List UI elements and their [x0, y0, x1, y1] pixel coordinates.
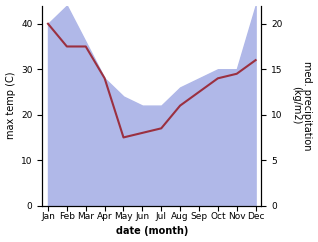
Y-axis label: max temp (C): max temp (C) — [5, 72, 16, 139]
X-axis label: date (month): date (month) — [116, 227, 188, 236]
Y-axis label: med. precipitation
(kg/m2): med. precipitation (kg/m2) — [291, 61, 313, 150]
